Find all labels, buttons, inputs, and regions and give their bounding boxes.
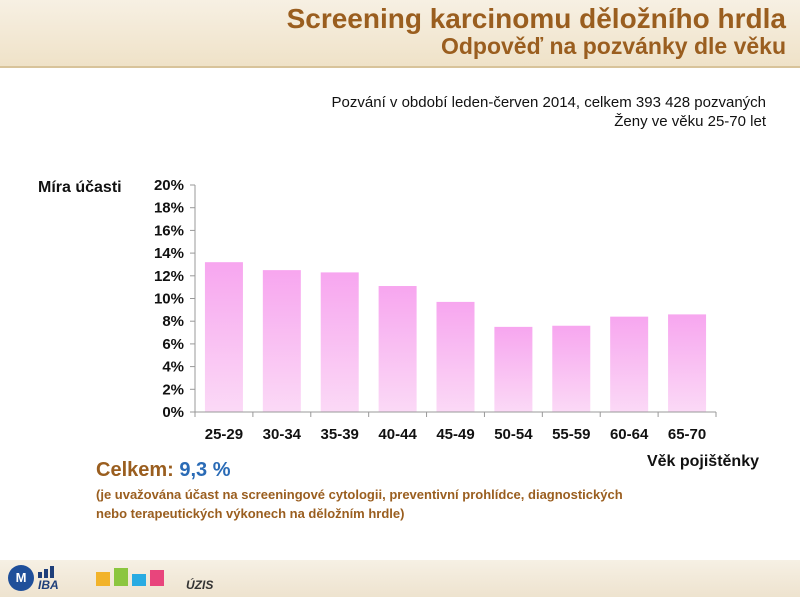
y-tick-label: 6% xyxy=(162,336,184,353)
info-line-ages: Ženy ve věku 25-70 let xyxy=(614,113,766,130)
bar-50-54 xyxy=(494,326,533,412)
bar-45-49 xyxy=(436,301,475,412)
bar-chart: 0% 2% 4% 6% 8% 10% 12% 14% 16% 18% 20% 25-29 30-34 3… xyxy=(38,177,759,470)
x-tick-label: 65-70 xyxy=(668,426,706,443)
total-value: 9,3 % xyxy=(179,459,231,481)
x-tick-label: 60-64 xyxy=(610,426,649,443)
x-tick-label: 55-59 xyxy=(552,426,590,443)
slide-title: Screening karcinomu děložního hrdla xyxy=(286,3,786,34)
total-note: (je uvažována účast na screeningové cyto… xyxy=(96,487,623,521)
x-tick-label: 35-39 xyxy=(321,426,359,443)
bar-40-44 xyxy=(378,286,417,412)
x-tick-label: 30-34 xyxy=(263,426,302,443)
bar-30-34 xyxy=(262,270,301,412)
bar-25-29 xyxy=(204,262,243,412)
y-tick-label: 4% xyxy=(162,359,184,376)
total-summary: Celkem: 9,3 % xyxy=(96,459,231,482)
masaryk-university-logo: M xyxy=(8,565,34,591)
uzis-logo: ÚZIS xyxy=(186,578,214,592)
bar-35-39 xyxy=(320,272,359,412)
slide-subtitle: Odpověď na pozvánky dle věku xyxy=(440,33,786,59)
x-tick-label: 45-49 xyxy=(436,426,474,443)
y-axis-label: Míra účasti xyxy=(38,179,122,196)
header-band xyxy=(0,0,800,66)
y-tick-label: 20% xyxy=(154,177,184,194)
x-tick-label: 50-54 xyxy=(494,426,533,443)
bar-60-64 xyxy=(610,316,649,412)
y-tick-label: 12% xyxy=(154,268,184,285)
y-tick-label: 0% xyxy=(162,404,184,421)
y-tick-label: 16% xyxy=(154,222,184,239)
y-tick-label: 14% xyxy=(154,245,184,262)
program-logo-icon xyxy=(96,568,164,586)
iba-logo: IBA xyxy=(38,578,59,592)
header-divider xyxy=(0,66,800,68)
total-label: Celkem: xyxy=(96,459,174,481)
x-tick-label: 25-29 xyxy=(205,426,243,443)
iba-bars-icon xyxy=(38,566,54,578)
x-tick-label: 40-44 xyxy=(378,426,417,443)
bar-65-70 xyxy=(668,314,707,412)
y-tick-label: 10% xyxy=(154,291,184,308)
bar-55-59 xyxy=(552,325,591,412)
y-tick-label: 8% xyxy=(162,313,184,330)
y-tick-label: 2% xyxy=(162,381,184,398)
x-axis-label: Věk pojištěnky xyxy=(647,453,759,470)
y-tick-label: 18% xyxy=(154,200,184,217)
info-line-invited: Pozvání v období leden-červen 2014, celk… xyxy=(331,94,766,111)
